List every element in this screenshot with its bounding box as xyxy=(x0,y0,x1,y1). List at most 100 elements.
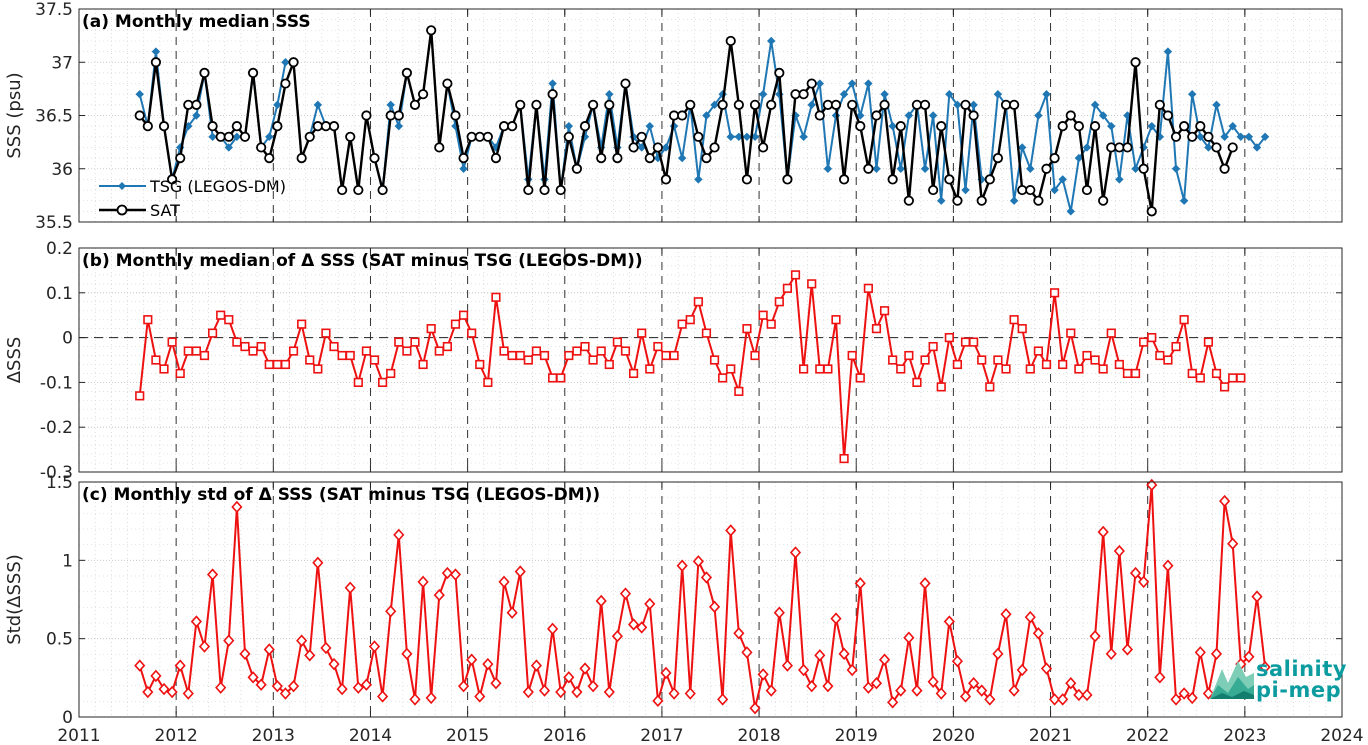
data-point xyxy=(305,355,315,365)
panel-title: (a) Monthly median SSS xyxy=(82,12,311,32)
data-point xyxy=(231,121,242,132)
data-point xyxy=(1236,373,1246,383)
data-point xyxy=(564,350,574,361)
data-point xyxy=(548,373,558,383)
legend-marker xyxy=(116,204,128,216)
data-point xyxy=(231,500,243,514)
data-point xyxy=(1017,143,1027,152)
data-point xyxy=(1074,364,1084,374)
data-point xyxy=(1129,566,1142,580)
data-point xyxy=(871,110,882,121)
data-point xyxy=(854,577,866,590)
x-tick-label: 2015 xyxy=(446,726,489,745)
data-point xyxy=(993,89,1003,99)
data-point xyxy=(726,364,736,374)
data-point xyxy=(879,306,890,316)
data-point xyxy=(1009,315,1019,325)
data-point xyxy=(1050,185,1059,195)
data-point xyxy=(637,143,646,152)
data-point xyxy=(1186,691,1198,705)
data-point xyxy=(280,78,291,89)
data-point xyxy=(878,653,891,666)
data-point xyxy=(1049,693,1061,706)
data-point xyxy=(1196,132,1205,142)
data-point xyxy=(417,89,429,100)
data-point xyxy=(1106,142,1117,153)
data-point xyxy=(782,283,793,293)
data-point xyxy=(304,649,316,662)
data-point xyxy=(1106,328,1116,338)
data-point xyxy=(660,174,672,185)
data-point xyxy=(498,121,510,132)
data-point xyxy=(919,99,931,110)
data-point xyxy=(871,324,882,334)
data-point xyxy=(449,568,462,581)
data-point xyxy=(353,184,364,196)
data-point xyxy=(927,675,939,688)
salinity-pi-mep-logo: salinity pi-mep xyxy=(1208,655,1358,705)
data-point xyxy=(1114,359,1124,370)
data-point xyxy=(223,634,235,647)
data-point xyxy=(937,196,946,205)
data-point xyxy=(928,341,938,352)
data-point xyxy=(1171,164,1181,173)
data-point xyxy=(579,121,591,132)
data-point xyxy=(281,58,290,67)
data-point xyxy=(272,121,283,132)
data-point xyxy=(952,195,963,206)
data-point xyxy=(378,377,388,388)
y-tick-label: 35.5 xyxy=(35,213,73,233)
data-point xyxy=(587,679,599,693)
data-point xyxy=(952,359,963,370)
data-point xyxy=(1179,315,1189,325)
data-point xyxy=(903,631,915,644)
data-point xyxy=(174,659,186,672)
data-point xyxy=(287,679,300,693)
data-point xyxy=(394,337,404,347)
data-point xyxy=(239,131,251,142)
data-point xyxy=(904,350,914,361)
data-point xyxy=(1026,164,1035,173)
data-point xyxy=(377,184,388,196)
data-point xyxy=(1032,627,1044,640)
data-point xyxy=(1122,368,1133,379)
data-point xyxy=(255,678,267,691)
data-point xyxy=(822,679,834,693)
data-point xyxy=(150,57,162,68)
data-point xyxy=(733,627,745,640)
data-point xyxy=(198,640,211,653)
data-point xyxy=(953,100,962,110)
data-point xyxy=(313,100,323,110)
data-point xyxy=(945,89,954,99)
data-point xyxy=(263,643,275,656)
data-point xyxy=(976,684,988,697)
data-point xyxy=(984,693,996,706)
y-tick-label: 0 xyxy=(62,329,73,349)
data-point xyxy=(458,153,469,164)
data-point xyxy=(450,110,461,121)
data-point xyxy=(1194,646,1206,659)
y-tick-label: -0.2 xyxy=(40,418,73,438)
data-point xyxy=(515,350,525,361)
data-point xyxy=(190,615,202,628)
data-point xyxy=(135,391,145,401)
data-point xyxy=(507,350,517,361)
data-point xyxy=(547,89,558,100)
data-point xyxy=(1154,671,1166,684)
data-point xyxy=(628,368,639,379)
data-point xyxy=(425,691,437,705)
data-point xyxy=(604,99,615,110)
data-point xyxy=(726,132,735,142)
data-point xyxy=(750,350,760,361)
data-point xyxy=(846,663,858,677)
data-point xyxy=(402,346,412,356)
data-point xyxy=(523,184,534,196)
data-point xyxy=(1098,111,1108,120)
data-point xyxy=(943,615,955,628)
data-point xyxy=(661,143,671,152)
data-point xyxy=(806,78,817,89)
data-point xyxy=(992,153,1004,164)
data-point xyxy=(409,693,421,706)
data-point xyxy=(864,79,873,88)
data-point xyxy=(426,25,437,36)
